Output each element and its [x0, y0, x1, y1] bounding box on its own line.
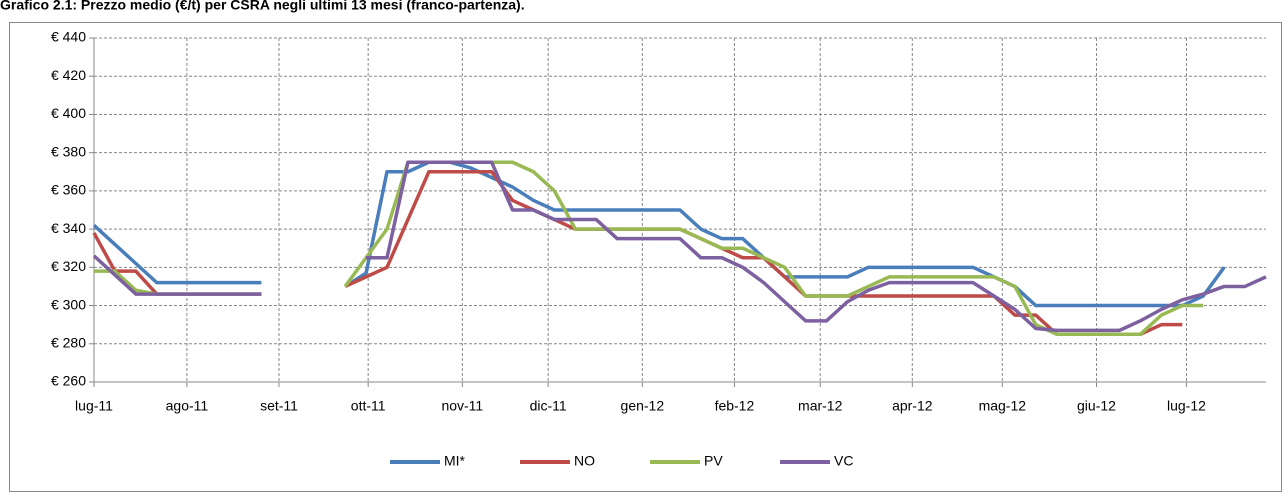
x-tick-label: mar-12 [798, 398, 843, 414]
x-tick-label: set-11 [260, 398, 298, 414]
x-tick-label: ago-11 [166, 398, 209, 414]
chart-title: Grafico 2.1: Prezzo medio (€/t) per CSRA… [0, 0, 525, 13]
legend-label: MI* [444, 453, 466, 469]
x-tick-label: nov-11 [441, 398, 483, 414]
x-tick-label: feb-12 [715, 398, 755, 414]
y-tick-label: € 320 [51, 258, 86, 274]
legend-label: NO [574, 453, 595, 469]
y-tick-label: € 440 [51, 29, 86, 45]
x-tick-label: lug-11 [75, 398, 113, 414]
chart-frame [9, 22, 1282, 492]
x-tick-label: gen-12 [621, 398, 665, 414]
x-tick-label: dic-11 [530, 398, 567, 414]
legend-label: PV [704, 453, 723, 469]
legend-label: VC [834, 453, 853, 469]
y-tick-label: € 280 [51, 334, 86, 350]
y-tick-label: € 360 [51, 182, 86, 198]
y-tick-label: € 340 [51, 220, 86, 236]
y-tick-label: € 300 [51, 296, 86, 312]
y-tick-label: € 260 [51, 373, 86, 389]
y-tick-label: € 400 [51, 105, 86, 121]
x-tick-label: mag-12 [979, 398, 1027, 414]
series-line [92, 160, 1267, 333]
x-tick-label: apr-12 [892, 398, 933, 414]
x-tick-label: lug-12 [1167, 398, 1206, 414]
x-tick-label: giu-12 [1077, 398, 1116, 414]
y-tick-label: € 380 [51, 143, 86, 159]
x-tick-label: ott-11 [351, 398, 386, 414]
y-tick-label: € 420 [51, 67, 86, 83]
